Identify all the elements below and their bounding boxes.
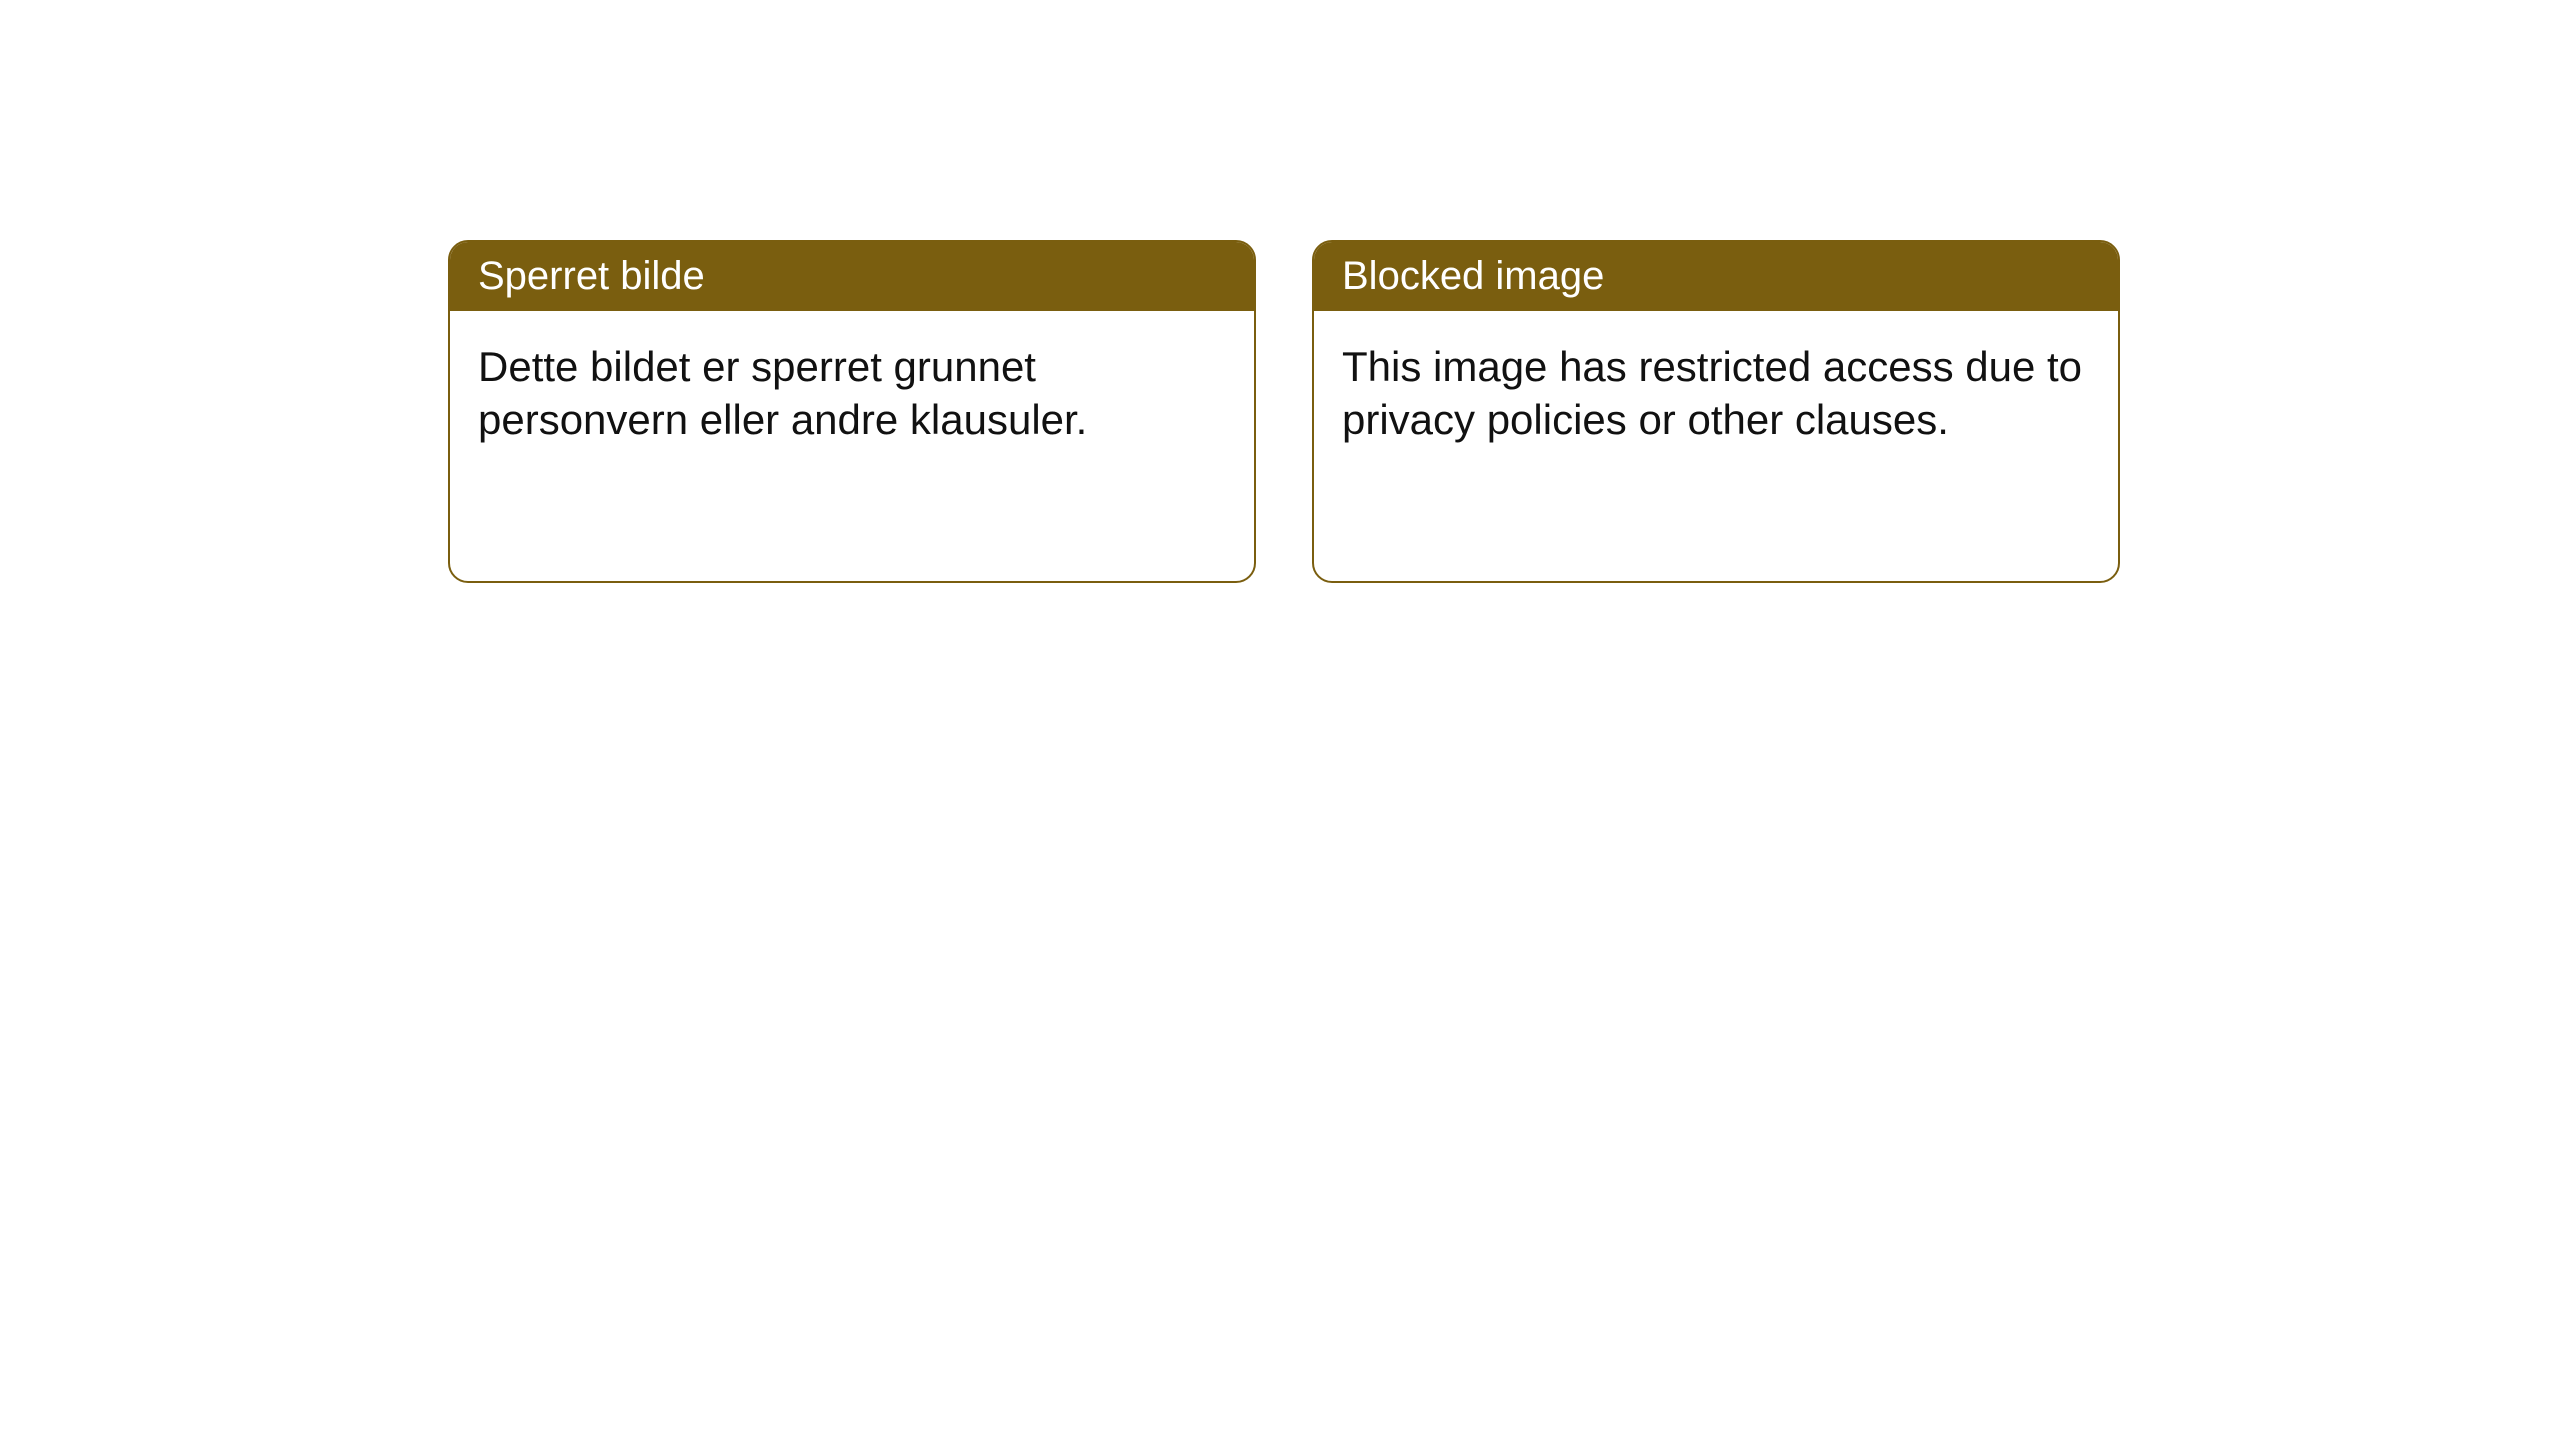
notice-header: Blocked image	[1314, 242, 2118, 311]
notice-title: Blocked image	[1342, 254, 1604, 298]
notice-text: This image has restricted access due to …	[1342, 343, 2082, 443]
notice-box-english: Blocked image This image has restricted …	[1312, 240, 2120, 583]
notice-header: Sperret bilde	[450, 242, 1254, 311]
notice-title: Sperret bilde	[478, 254, 705, 298]
notice-body: This image has restricted access due to …	[1314, 311, 2118, 581]
notice-box-norwegian: Sperret bilde Dette bildet er sperret gr…	[448, 240, 1256, 583]
notice-body: Dette bildet er sperret grunnet personve…	[450, 311, 1254, 581]
notice-container: Sperret bilde Dette bildet er sperret gr…	[448, 240, 2120, 583]
notice-text: Dette bildet er sperret grunnet personve…	[478, 343, 1087, 443]
